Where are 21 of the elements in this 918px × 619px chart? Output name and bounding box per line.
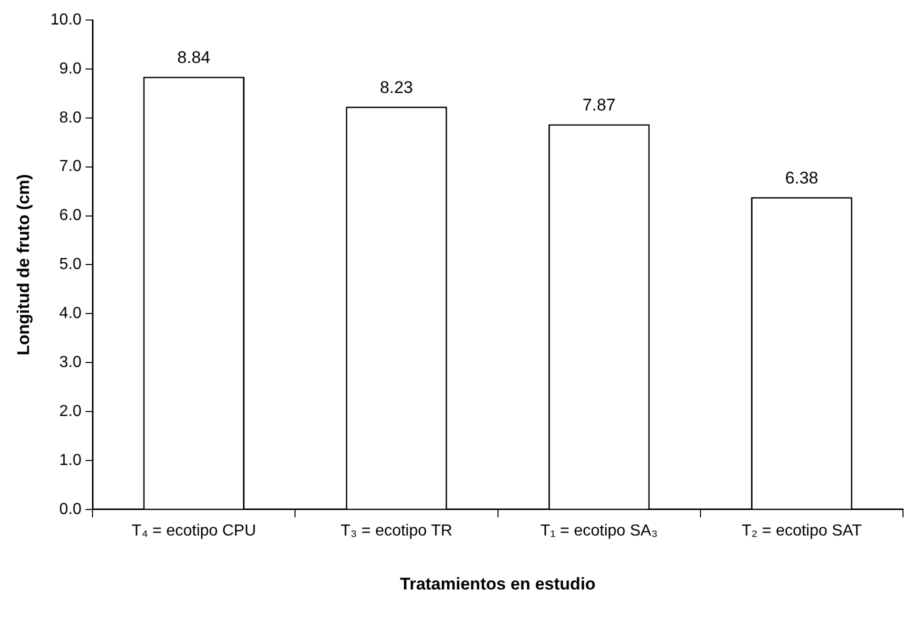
data-label: 8.84 bbox=[177, 48, 210, 67]
x-axis-title: Tratamientos en estudio bbox=[400, 574, 596, 594]
y-tick-label: 0.0 bbox=[59, 500, 82, 518]
x-tick-label: T₁ = ecotipo SA₃ bbox=[540, 522, 658, 540]
y-tick-label: 7.0 bbox=[59, 158, 82, 176]
y-tick-label: 5.0 bbox=[59, 256, 82, 274]
y-tick-label: 8.0 bbox=[59, 109, 82, 126]
y-tick-label: 9.0 bbox=[59, 60, 82, 78]
data-label: 8.23 bbox=[380, 78, 414, 97]
x-tick-label: T₃ = ecotipo TR bbox=[340, 522, 452, 540]
x-tick-label: T₂ = ecotipo SAT bbox=[742, 522, 862, 540]
y-tick-label: 6.0 bbox=[59, 207, 82, 224]
y-axis-title: Longitud de fruto (cm) bbox=[14, 174, 33, 356]
data-label: 6.38 bbox=[785, 168, 818, 188]
y-tick-label: 10.0 bbox=[50, 11, 82, 28]
y-tick-label: 4.0 bbox=[59, 305, 82, 322]
x-tick-label: T₄ = ecotipo CPU bbox=[132, 522, 256, 540]
data-label: 7.87 bbox=[582, 95, 616, 114]
y-tick-label: 2.0 bbox=[59, 402, 82, 420]
y-tick-label: 1.0 bbox=[59, 452, 82, 469]
y-tick-label: 3.0 bbox=[59, 354, 82, 371]
